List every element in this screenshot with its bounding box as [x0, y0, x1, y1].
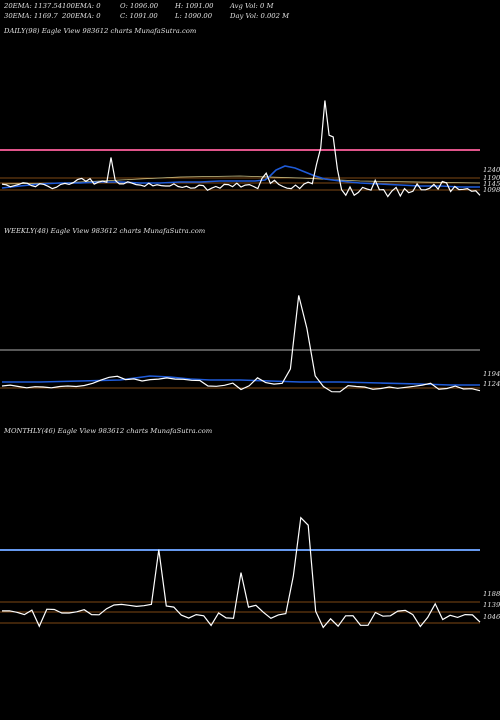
weekly-panel-title: WEEKLY(48) Eagle View 983612 charts Muna…: [4, 227, 206, 235]
ema30-readout: 30EMA: 1169.7: [4, 12, 58, 20]
monthly-right-axis: 1188 1139 1046: [483, 590, 500, 621]
ema20-readout: 20EMA: 1137.54: [4, 2, 63, 10]
avg-vol-readout: Avg Vol: 0 M: [230, 2, 274, 10]
weekly-right-axis: 1194 1124: [483, 370, 500, 388]
weekly-axis-label: 1194: [483, 370, 500, 378]
daily-axis-label: 1190: [483, 174, 500, 182]
daily-ema-khaki: [1, 175, 481, 185]
weekly-ema-blue: [2, 375, 480, 386]
monthly-axis-label: 1046: [483, 613, 500, 621]
day-vol-readout: Day Vol: 0.002 M: [230, 12, 290, 20]
monthly-panel-title: MONTHLY(46) Eagle View 983612 charts Mun…: [4, 427, 213, 435]
monthly-axis-label: 1188: [483, 590, 500, 598]
open-readout: O: 1096.00: [120, 2, 159, 10]
weekly-axis-label: 1124: [483, 380, 500, 388]
daily-panel-title: DAILY(98) Eagle View 983612 charts Munaf…: [4, 27, 197, 35]
weekly-chart: 1194 1124: [0, 295, 500, 393]
daily-axis-label: 1240: [483, 166, 500, 174]
monthly-chart: 1188 1139 1046: [0, 516, 500, 629]
daily-axis-label: 1145: [483, 180, 500, 188]
monthly-axis-label: 1139: [483, 601, 500, 609]
monthly-price-line: [1, 516, 481, 629]
high-readout: H: 1091.00: [175, 2, 214, 10]
daily-ema-blue: [1, 165, 480, 189]
close-readout: C: 1091.00: [120, 12, 158, 20]
low-readout: L: 1090.00: [175, 12, 213, 20]
ema200-readout: 200EMA: 0: [62, 12, 101, 20]
daily-price-line: [1, 100, 481, 198]
daily-axis-label: 1098: [483, 186, 500, 194]
ema100-readout: 100EMA: 0: [62, 2, 101, 10]
weekly-price-line: [1, 295, 481, 393]
